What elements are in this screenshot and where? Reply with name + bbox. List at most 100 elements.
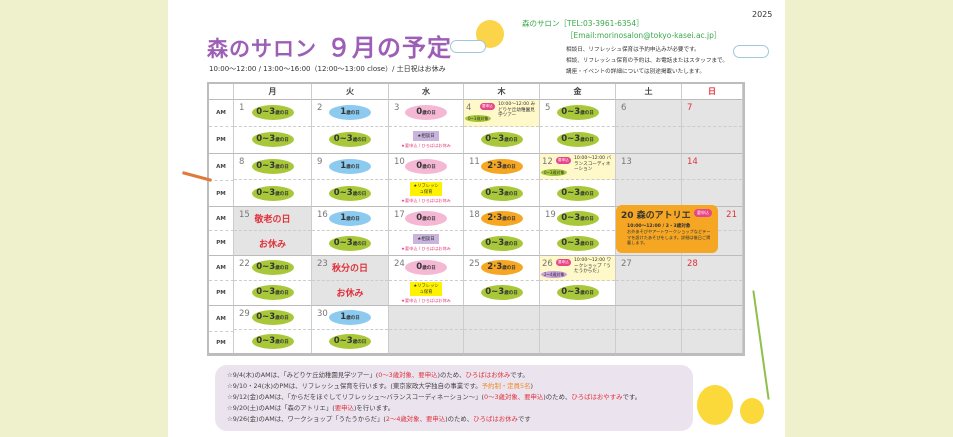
- am-slot[interactable]: 2·3 歳の日 18: [464, 207, 539, 231]
- day-cell[interactable]: 2·3 歳の日 11 0~3 歳の日: [464, 154, 540, 207]
- pm-slot[interactable]: [616, 127, 681, 154]
- day-cell[interactable]: [682, 306, 743, 354]
- pm-slot[interactable]: [616, 281, 681, 306]
- pm-slot[interactable]: [389, 330, 463, 354]
- pm-slot[interactable]: 0~3 歳の日: [464, 180, 539, 206]
- am-slot[interactable]: 0 歳の日 24: [389, 256, 463, 281]
- day-cell[interactable]: 0 歳の日 24 ★リフレッシュ保育 ★要申込 / ひろばはお休み: [389, 256, 464, 306]
- day-cell[interactable]: 28: [682, 256, 743, 306]
- day-cell[interactable]: 0~3 歳の日 29 0~3 歳の日: [234, 306, 312, 354]
- day-cell[interactable]: 1 歳の日 9 0~3 歳の日: [312, 154, 389, 207]
- day-cell[interactable]: 要申込 10:00～12:00 みどりケ丘幼稚園見学ツアー 0~3歳対象 4 0~3 歳の…: [464, 100, 540, 154]
- am-slot[interactable]: 0 歳の日 10: [389, 154, 463, 180]
- am-slot[interactable]: 7: [682, 100, 742, 127]
- pm-slot[interactable]: 0~3 歳の日: [312, 127, 388, 154]
- am-slot[interactable]: 0~3 歳の日 8: [234, 154, 311, 180]
- pm-slot[interactable]: ★リフレッシュ保育 ★要申込 / ひろばはお休み: [389, 180, 463, 206]
- day-cell[interactable]: 0~3 歳の日 22 0~3 歳の日: [234, 256, 312, 306]
- pm-slot[interactable]: 0~3 歳の日: [464, 281, 539, 306]
- am-slot[interactable]: [682, 306, 742, 330]
- pm-slot[interactable]: お休み: [234, 231, 311, 255]
- am-slot[interactable]: 14: [682, 154, 742, 180]
- day-cell[interactable]: 要申込 10:00～12:00 バランスコーディネーション 0~3歳対象 12 0~3 歳…: [540, 154, 616, 207]
- am-slot[interactable]: 2·3 歳の日 11: [464, 154, 539, 180]
- pm-slot[interactable]: ★リフレッシュ保育 ★要申込 / ひろばはお休み: [389, 281, 463, 306]
- day-cell[interactable]: 0~3 歳の日 8 0~3 歳の日: [234, 154, 312, 207]
- pm-slot[interactable]: 0~3 歳の日: [312, 180, 388, 206]
- pm-slot[interactable]: 0~3 歳の日: [312, 231, 388, 255]
- am-slot[interactable]: 要申込 10:00～12:00 バランスコーディネーション 0~3歳対象 12: [540, 154, 615, 180]
- am-slot[interactable]: 0 歳の日 3: [389, 100, 463, 127]
- am-slot[interactable]: 敬老の日 15: [234, 207, 311, 231]
- pm-slot[interactable]: 0~3 歳の日: [312, 330, 388, 354]
- am-slot[interactable]: [616, 306, 681, 330]
- day-cell[interactable]: [464, 306, 540, 354]
- am-slot[interactable]: 0~3 歳の日 22: [234, 256, 311, 281]
- day-cell[interactable]: [616, 306, 682, 354]
- am-slot[interactable]: 要申込 10:00～12:00 ワークショップ「うたうからだ」 2~4歳対象 26: [540, 256, 615, 281]
- day-cell[interactable]: 1 歳の日 30 0~3 歳の日: [312, 306, 389, 354]
- pm-slot[interactable]: 0~3 歳の日: [234, 127, 311, 154]
- pm-slot[interactable]: 0~3 歳の日: [234, 180, 311, 206]
- day-cell[interactable]: 敬老の日 15 お休み: [234, 207, 312, 256]
- day-cell[interactable]: [540, 306, 616, 354]
- pm-slot[interactable]: [540, 330, 615, 354]
- pm-slot[interactable]: ★相談日 ★要申込 / ひろばはお休み: [389, 231, 463, 255]
- pm-slot[interactable]: [616, 330, 681, 354]
- am-slot[interactable]: 1 歳の日 30: [312, 306, 388, 330]
- am-slot[interactable]: [540, 306, 615, 330]
- am-slot[interactable]: 要申込 10:00～12:00 みどりケ丘幼稚園見学ツアー 0~3歳対象 4: [464, 100, 539, 127]
- pm-slot[interactable]: 0~3 歳の日: [540, 180, 615, 206]
- am-slot[interactable]: 0~3 歳の日 29: [234, 306, 311, 330]
- pm-slot[interactable]: [682, 330, 742, 354]
- day-cell[interactable]: 0 歳の日 17 ★相談日 ★要申込 / ひろばはお休み: [389, 207, 464, 256]
- day-cell[interactable]: 要申込 10:00～12:00 ワークショップ「うたうからだ」 2~4歳対象 26 0~…: [540, 256, 616, 306]
- am-slot[interactable]: [389, 306, 463, 330]
- day-cell[interactable]: 秋分の日 23 お休み: [312, 256, 389, 306]
- am-slot[interactable]: 28: [682, 256, 742, 281]
- pm-slot[interactable]: 0~3 歳の日: [234, 281, 311, 306]
- pm-slot[interactable]: [682, 281, 742, 306]
- pm-slot[interactable]: ★相談日 ★要申込 / ひろばはお休み: [389, 127, 463, 154]
- am-slot[interactable]: [464, 306, 539, 330]
- pm-slot[interactable]: [682, 180, 742, 206]
- am-slot[interactable]: 1 歳の日 16: [312, 207, 388, 231]
- am-slot[interactable]: 1 歳の日 2: [312, 100, 388, 127]
- pm-slot[interactable]: 0~3 歳の日: [464, 127, 539, 154]
- pm-slot[interactable]: お休み: [312, 281, 388, 306]
- pm-slot[interactable]: 0~3 歳の日: [540, 281, 615, 306]
- pm-slot[interactable]: 0~3 歳の日: [540, 231, 615, 255]
- day-cell[interactable]: 7: [682, 100, 743, 154]
- am-slot[interactable]: 0~3 歳の日 19: [540, 207, 615, 231]
- day-cell[interactable]: 0~3 歳の日 5 0~3 歳の日: [540, 100, 616, 154]
- am-slot[interactable]: 13: [616, 154, 681, 180]
- day-cell[interactable]: 0~3 歳の日 19 0~3 歳の日: [540, 207, 616, 256]
- day-cell[interactable]: 1 歳の日 16 0~3 歳の日: [312, 207, 389, 256]
- pm-slot[interactable]: [464, 330, 539, 354]
- day-cell[interactable]: 14: [682, 154, 743, 207]
- am-slot[interactable]: 0~3 歳の日 1: [234, 100, 311, 127]
- day-cell[interactable]: 2·3 歳の日 18 0~3 歳の日: [464, 207, 540, 256]
- day-cell[interactable]: 1 歳の日 2 0~3 歳の日: [312, 100, 389, 154]
- pm-slot[interactable]: [682, 127, 742, 154]
- contact-email[interactable]: ［Email:morinosalon@tokyo-kasei.ac.jp］: [566, 31, 722, 40]
- am-slot[interactable]: 6: [616, 100, 681, 127]
- pm-slot[interactable]: 0~3 歳の日: [234, 330, 311, 354]
- day-cell[interactable]: 0 歳の日 3 ★相談日 ★要申込 / ひろばはお休み: [389, 100, 464, 154]
- am-slot[interactable]: 27: [616, 256, 681, 281]
- day-cell[interactable]: 2·3 歳の日 25 0~3 歳の日: [464, 256, 540, 306]
- day-cell[interactable]: 6: [616, 100, 682, 154]
- pm-slot[interactable]: [616, 180, 681, 206]
- day-cell[interactable]: 0 歳の日 10 ★リフレッシュ保育 ★要申込 / ひろばはお休み: [389, 154, 464, 207]
- am-slot[interactable]: 2·3 歳の日 25: [464, 256, 539, 281]
- day-cell[interactable]: 0~3 歳の日 1 0~3 歳の日: [234, 100, 312, 154]
- am-slot[interactable]: 秋分の日 23: [312, 256, 388, 281]
- am-slot[interactable]: 1 歳の日 9: [312, 154, 388, 180]
- day-cell[interactable]: 13: [616, 154, 682, 207]
- am-slot[interactable]: 0 歳の日 17: [389, 207, 463, 231]
- am-slot[interactable]: 0~3 歳の日 5: [540, 100, 615, 127]
- pm-slot[interactable]: 0~3 歳の日: [540, 127, 615, 154]
- day-cell[interactable]: [389, 306, 464, 354]
- day-cell[interactable]: 27: [616, 256, 682, 306]
- pm-slot[interactable]: 0~3 歳の日: [464, 231, 539, 255]
